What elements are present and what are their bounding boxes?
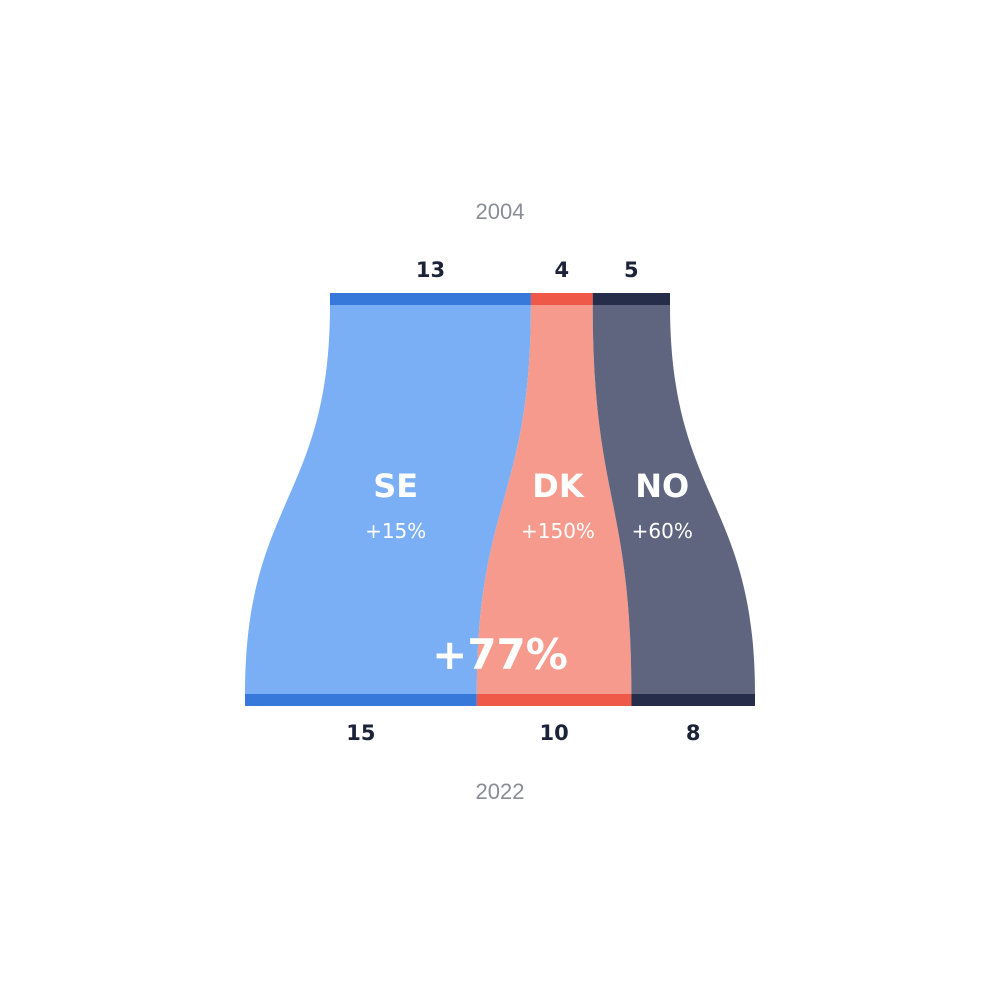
edge-bands <box>245 293 755 706</box>
start-band-se <box>330 293 531 305</box>
end-band-dk <box>476 694 632 706</box>
end-year-label: 2022 <box>476 779 525 804</box>
end-band-se <box>245 694 477 706</box>
end-value-no: 8 <box>686 721 701 745</box>
category-label-se: SE <box>373 467 418 505</box>
start-year-label: 2004 <box>476 199 525 224</box>
total-change-label: +77% <box>432 630 568 679</box>
start-value-dk: 4 <box>555 258 570 282</box>
start-band-dk <box>530 293 593 305</box>
end-band-no <box>631 694 755 706</box>
category-label-dk: DK <box>532 467 585 505</box>
flow-se <box>245 305 531 694</box>
end-value-se: 15 <box>346 721 375 745</box>
change-label-se: +15% <box>365 519 426 543</box>
labels: 2004 2022 13 15 SE +15% 4 10 DK +150% 5 8 NO +60% +7… <box>346 199 700 804</box>
start-value-se: 13 <box>416 258 445 282</box>
change-label-dk: +150% <box>521 519 595 543</box>
start-band-no <box>592 293 670 305</box>
category-label-no: NO <box>635 467 689 505</box>
flow-shapes <box>245 305 755 694</box>
start-value-no: 5 <box>624 258 639 282</box>
flow-no <box>592 305 755 694</box>
change-label-no: +60% <box>632 519 693 543</box>
flow-dk <box>476 305 632 694</box>
end-value-dk: 10 <box>539 721 568 745</box>
